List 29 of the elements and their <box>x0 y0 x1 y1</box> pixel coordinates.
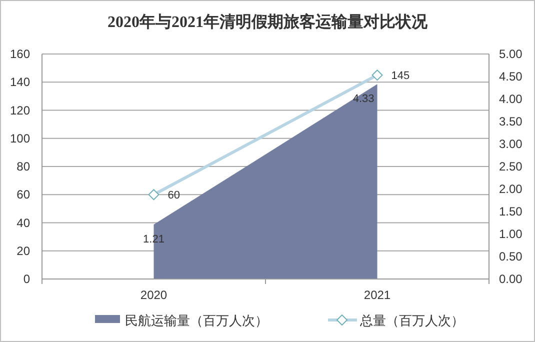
y-tick-label: 120 <box>10 103 30 118</box>
y2-tick-label: 4.00 <box>499 92 523 106</box>
y2-tick-label: 2.50 <box>499 160 523 174</box>
data-label: 60 <box>168 190 180 202</box>
y2-tick-label: 0.50 <box>499 250 523 264</box>
x-tick-label: 2020 <box>140 288 168 302</box>
y-tick-label: 80 <box>16 160 30 174</box>
chart-title: 2020年与2021年清明假期旅客运输量对比状况 <box>108 12 428 31</box>
data-label: 1.21 <box>143 234 164 246</box>
y-tick-label: 20 <box>16 244 30 258</box>
y-tick-label: 60 <box>16 188 30 202</box>
y2-tick-label: 2.00 <box>499 182 523 196</box>
y2-tick-label: 4.50 <box>499 70 523 84</box>
legend-label: 民航运输量（百万人次） <box>125 313 268 328</box>
data-label: 145 <box>391 70 410 82</box>
y2-tick-label: 3.00 <box>499 137 523 151</box>
y2-tick-label: 1.00 <box>499 227 523 241</box>
data-label: 4.33 <box>352 93 374 106</box>
y2-tick-label: 3.50 <box>499 114 523 128</box>
y-tick-label: 40 <box>16 216 30 230</box>
x-tick-label: 2021 <box>364 288 391 302</box>
y2-tick-label: 5.00 <box>499 47 523 61</box>
y2-tick-label: 1.50 <box>499 204 523 218</box>
legend-label: 总量（百万人次） <box>359 313 464 328</box>
y-tick-label: 0 <box>23 272 30 286</box>
y-tick-label: 160 <box>10 47 30 61</box>
y-tick-label: 140 <box>10 75 30 90</box>
y2-tick-label: 0.00 <box>499 272 523 286</box>
y-tick-label: 100 <box>10 131 30 146</box>
